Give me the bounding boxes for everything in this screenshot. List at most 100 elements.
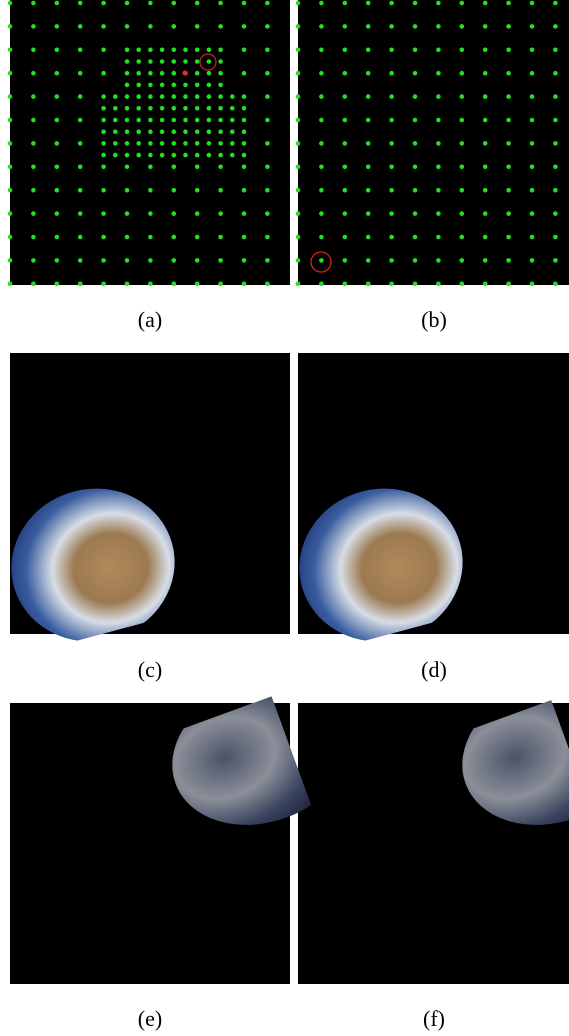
grid-point (506, 165, 511, 170)
grid-point (78, 24, 83, 29)
grid-point (553, 188, 558, 193)
grid-point (436, 258, 441, 263)
grid-point (218, 258, 223, 263)
grid-point (125, 282, 130, 287)
grid-point (218, 235, 223, 240)
grid-point (389, 188, 394, 193)
grid-point (160, 71, 165, 76)
grid-point (319, 211, 324, 216)
grid-point (31, 165, 36, 170)
grid-point (265, 1, 270, 6)
grid-point (483, 188, 488, 193)
grid-point (78, 1, 83, 6)
grid-point (343, 165, 348, 170)
grid-point (160, 129, 165, 134)
grid-point (195, 94, 200, 99)
grid-point (101, 141, 106, 146)
panel-label: (b) (421, 307, 447, 332)
grid-point (389, 211, 394, 216)
grid-point (125, 153, 130, 158)
grid-point (172, 106, 177, 111)
grid-point (413, 211, 418, 216)
grid-point (172, 165, 177, 170)
grid-point (8, 282, 13, 287)
grid-point (366, 165, 371, 170)
grid-point (8, 1, 13, 6)
grid-point (125, 211, 130, 216)
grid-point (148, 165, 153, 170)
grid-point (125, 83, 130, 88)
grid-point (55, 71, 60, 76)
grid-point (125, 235, 130, 240)
grid-point (296, 71, 301, 76)
grid-point (125, 141, 130, 146)
grid-point (195, 118, 200, 123)
grid-point (553, 48, 558, 53)
grid-point (413, 1, 418, 6)
grid-point (319, 24, 324, 29)
grid-point (125, 129, 130, 134)
grid-point (125, 59, 130, 64)
grid-point (530, 48, 535, 53)
grid-point (436, 211, 441, 216)
grid-point (460, 282, 465, 287)
grid-point (296, 282, 301, 287)
grid-point (195, 153, 200, 158)
grid-point (218, 94, 223, 99)
grid-point (113, 94, 118, 99)
grid-point (31, 235, 36, 240)
grid-point (366, 211, 371, 216)
grid-point (553, 24, 558, 29)
grid-point (483, 282, 488, 287)
grid-point (265, 258, 270, 263)
grid-point (195, 59, 200, 64)
grid-point (265, 141, 270, 146)
grid-point (506, 235, 511, 240)
grid-point (136, 94, 141, 99)
grid-point (148, 141, 153, 146)
grid-point (78, 258, 83, 263)
grid-point (343, 24, 348, 29)
grid-point (207, 71, 212, 76)
grid-point (483, 235, 488, 240)
grid-point (460, 165, 465, 170)
grid-point (148, 24, 153, 29)
grid-point (413, 188, 418, 193)
grid-point (506, 1, 511, 6)
grid-point (113, 129, 118, 134)
page: (a) (b) (c) (d) (e) (f) (() => { const d… (0, 0, 569, 1036)
grid-point (530, 94, 535, 99)
grid-point (101, 235, 106, 240)
grid-point (78, 235, 83, 240)
grid-point (265, 118, 270, 123)
grid-point (242, 141, 247, 146)
grid-point (101, 282, 106, 287)
grid-point (242, 235, 247, 240)
grid-point (55, 165, 60, 170)
grid-point (506, 258, 511, 263)
grid-point (389, 118, 394, 123)
grid-point (530, 1, 535, 6)
grid-point (265, 211, 270, 216)
grid-point (389, 141, 394, 146)
grid-point (78, 211, 83, 216)
grid-point (506, 24, 511, 29)
grid-point (553, 282, 558, 287)
grid-point (195, 48, 200, 53)
grid-point (413, 48, 418, 53)
grid-point (136, 48, 141, 53)
grid-point (8, 188, 13, 193)
grid-point (319, 71, 324, 76)
grid-point (148, 235, 153, 240)
grid-point (195, 141, 200, 146)
grid-point (436, 141, 441, 146)
grid-point (218, 1, 223, 6)
grid-point (265, 282, 270, 287)
grid-point (413, 282, 418, 287)
grid-point (242, 94, 247, 99)
grid-point (366, 1, 371, 6)
grid-point (55, 94, 60, 99)
grid-point (148, 83, 153, 88)
grid-point (265, 71, 270, 76)
grid-point (389, 165, 394, 170)
